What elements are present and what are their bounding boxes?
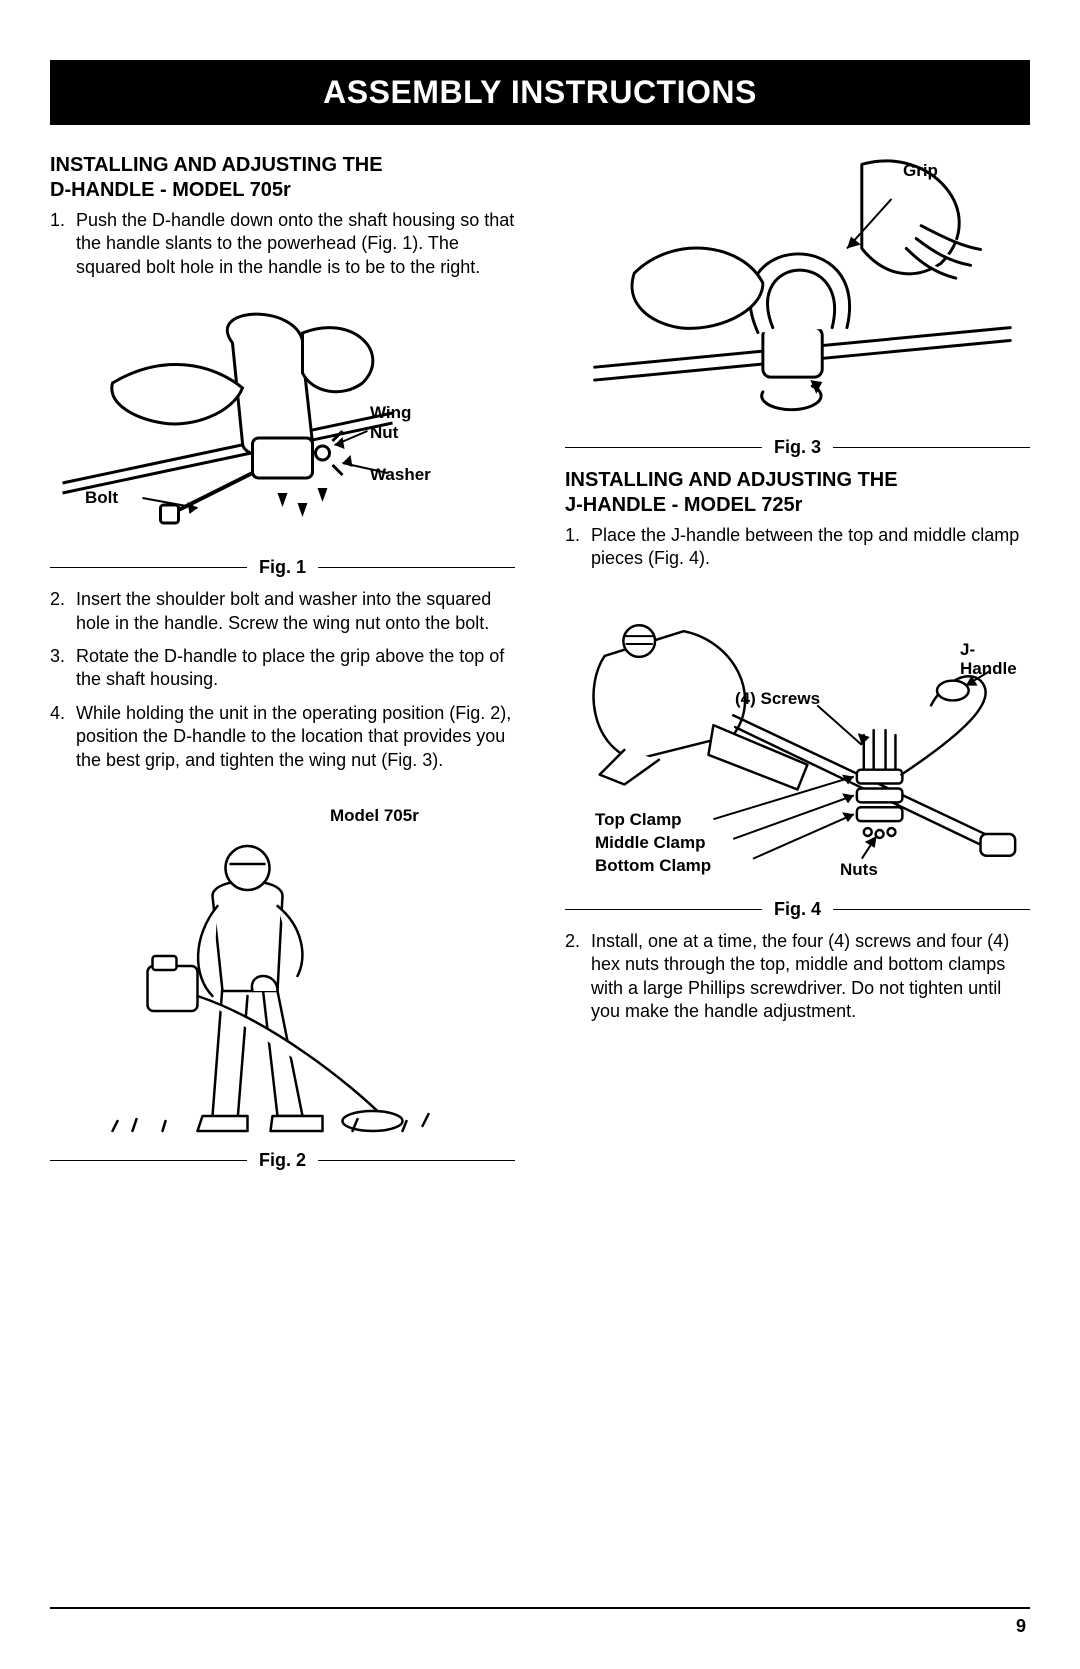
heading-line: INSTALLING AND ADJUSTING THE (50, 154, 383, 176)
left-column: INSTALLING AND ADJUSTING THE D-HANDLE - … (50, 153, 515, 1181)
figure-4-caption: Fig. 4 (565, 899, 1030, 920)
step-text: Install, one at a time, the four (4) scr… (565, 930, 1030, 1024)
callout-nuts: Nuts (840, 860, 878, 880)
section-heading-d-handle: INSTALLING AND ADJUSTING THE D-HANDLE - … (50, 153, 515, 203)
callout-screws: (4) Screws (735, 689, 820, 709)
footer-rule (50, 1607, 1030, 1609)
callout-washer: Washer (370, 465, 431, 485)
callout-j-handle: J-Handle (960, 640, 1030, 679)
page-number: 9 (1016, 1616, 1026, 1637)
figure-2-caption: Fig. 2 (50, 1150, 515, 1171)
callout-middle-clamp: Middle Clamp (595, 833, 706, 853)
callout-top-clamp: Top Clamp (595, 810, 682, 830)
heading-line: INSTALLING AND ADJUSTING THE (565, 469, 898, 491)
heading-line: J-HANDLE - MODEL 725r (565, 494, 802, 516)
step-text: While holding the unit in the operating … (50, 702, 515, 772)
callout-wing-nut: Wing Nut (370, 403, 411, 442)
callout-model: Model 705r (330, 806, 419, 826)
heading-line: D-HANDLE - MODEL 705r (50, 179, 291, 201)
figure-2-diagram: Model 705r (50, 786, 515, 1146)
step-text: Insert the shoulder bolt and washer into… (50, 588, 515, 635)
figure-3-diagram: Grip (565, 153, 1030, 433)
figure-3-caption: Fig. 3 (565, 437, 1030, 458)
figure-label: Fig. 1 (259, 557, 306, 578)
step-text: Place the J-handle between the top and m… (565, 524, 1030, 571)
step-text: Rotate the D-handle to place the grip ab… (50, 645, 515, 692)
figure-1-caption: Fig. 1 (50, 557, 515, 578)
figure-label: Fig. 2 (259, 1150, 306, 1171)
right-column: Grip Fig. 3 INSTALLING AND ADJUSTING THE… (565, 153, 1030, 1181)
page-banner: ASSEMBLY INSTRUCTIONS (50, 60, 1030, 125)
callout-bottom-clamp: Bottom Clamp (595, 856, 711, 876)
figure-4-diagram: J-Handle (4) Screws Top Clamp Middle Cla… (565, 585, 1030, 895)
callout-grip: Grip (903, 161, 938, 181)
figure-label: Fig. 4 (774, 899, 821, 920)
callout-bolt: Bolt (85, 488, 118, 508)
figure-1-diagram: Bolt Wing Nut Washer (50, 293, 515, 553)
step-text: Push the D-handle down onto the shaft ho… (50, 209, 515, 279)
section-heading-j-handle: INSTALLING AND ADJUSTING THE J-HANDLE - … (565, 468, 1030, 518)
figure-label: Fig. 3 (774, 437, 821, 458)
